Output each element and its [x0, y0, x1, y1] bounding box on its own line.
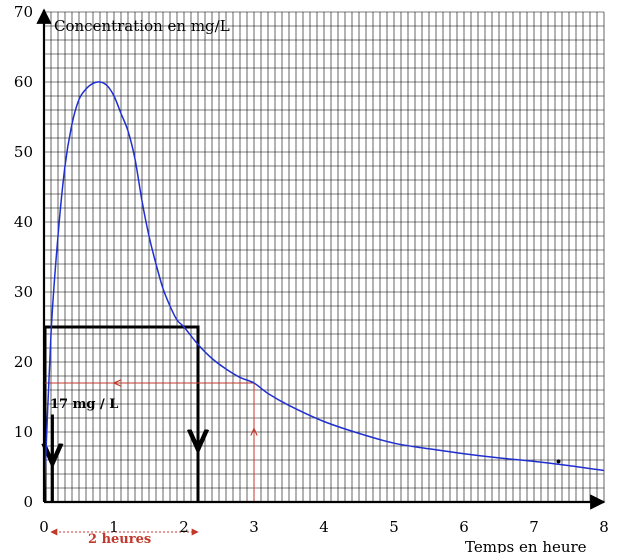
axes [36, 8, 606, 510]
y-tick-label: 30 [14, 283, 33, 301]
y-tick-label: 70 [14, 3, 33, 21]
x-tick-label: 8 [599, 518, 609, 536]
concentration-label: 17 mg / L [50, 397, 118, 412]
y-tick-label: 0 [23, 493, 33, 511]
tick-labels: 0 1 2 3 4 5 6 7 8 0 10 20 30 40 50 60 70 [14, 3, 609, 536]
y-tick-label: 40 [14, 213, 33, 231]
x-tick-label: 1 [109, 518, 119, 536]
x-tick-label: 4 [319, 518, 329, 536]
x-tick-label: 3 [249, 518, 259, 536]
x-tick-label: 6 [459, 518, 469, 536]
y-axis-label: Concentration en mg/L [54, 17, 230, 35]
half-life-rectangle [43, 325, 200, 502]
y-tick-label: 20 [14, 353, 33, 371]
x-tick-label: 0 [39, 518, 49, 536]
series-layer [43, 81, 605, 503]
duration-label: 2 heures [88, 532, 151, 547]
point-marker [556, 459, 561, 464]
y-tick-label: 10 [14, 423, 33, 441]
y-tick-label: 50 [14, 143, 33, 161]
x-tick-label: 2 [179, 518, 189, 536]
x-tick-label: 7 [529, 518, 539, 536]
minor-grid [43, 11, 605, 503]
concentration-curve [43, 81, 605, 503]
y-tick-label: 60 [14, 73, 33, 91]
x-axis-label: Temps en heure [465, 538, 587, 553]
x-tick-label: 5 [389, 518, 399, 536]
